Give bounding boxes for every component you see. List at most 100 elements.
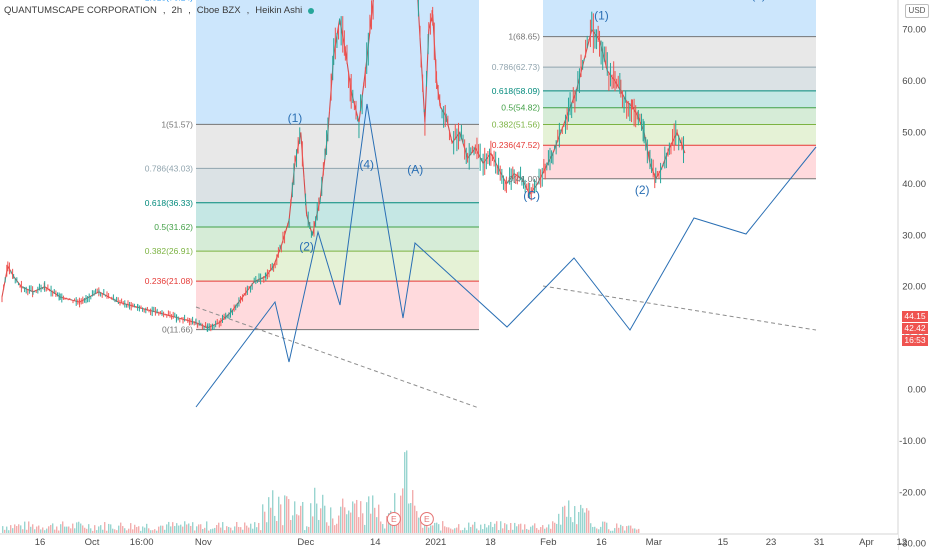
- volume-bar: [408, 503, 410, 533]
- volume-bar: [438, 524, 440, 533]
- volume-bar: [590, 523, 592, 533]
- volume-bar: [134, 524, 136, 533]
- chart-style[interactable]: Heikin Ashi: [255, 5, 303, 16]
- x-tick-label: 12: [896, 537, 907, 548]
- volume-bar: [362, 513, 364, 533]
- fib-right-band: [543, 107, 816, 125]
- fib-left-level-label: 0.618(36.33): [145, 198, 193, 208]
- volume-bar: [478, 530, 480, 533]
- volume-bar: [114, 529, 116, 533]
- fib-right-level-label: 0.236(47.52): [492, 140, 540, 150]
- volume-bar: [192, 522, 194, 533]
- volume-bar: [160, 525, 162, 533]
- fib-right-band: [543, 145, 816, 179]
- volume-bar: [624, 530, 626, 533]
- fib-right-level-label: 1(68.65): [508, 32, 540, 42]
- volume-bar: [180, 524, 182, 533]
- volume-bar: [360, 501, 362, 533]
- volume-bar: [232, 530, 234, 533]
- y-axis-panel: [898, 0, 932, 550]
- volume-bar: [290, 519, 292, 533]
- event-markers[interactable]: EEE: [386, 512, 932, 526]
- volume-bar: [528, 529, 530, 533]
- volume-bar: [400, 495, 402, 533]
- volume-bar: [64, 526, 66, 533]
- earnings-event-icon[interactable]: [386, 512, 401, 526]
- volume-bar: [356, 499, 358, 533]
- fib-left-level-label: 0.786(43.03): [145, 163, 193, 173]
- x-tick-label: 15: [718, 537, 729, 548]
- wave-label: (1): [288, 111, 303, 125]
- volume-bar: [344, 507, 346, 533]
- volume-bar: [22, 529, 24, 533]
- volume-bar: [240, 527, 242, 533]
- volume-bar: [194, 530, 196, 533]
- volume-bar: [204, 527, 206, 533]
- volume-bar: [576, 524, 578, 533]
- y-axis[interactable]: 160.00150.00140.00130.00120.00110.00100.…: [897, 0, 932, 550]
- fib-right-band: [543, 0, 816, 37]
- x-tick-label: Oct: [85, 537, 100, 548]
- volume-bar: [222, 522, 224, 533]
- volume-bar: [284, 495, 286, 533]
- volume-bar: [464, 527, 466, 533]
- volume-bar: [198, 524, 200, 533]
- volume-bar: [262, 504, 264, 533]
- volume-bar: [350, 512, 352, 533]
- volume-bar: [462, 530, 464, 533]
- volume-bar: [254, 522, 256, 533]
- volume-bar: [614, 528, 616, 533]
- volume-bar: [300, 505, 302, 533]
- volume-bar: [276, 520, 278, 533]
- y-tick-label: 0.00: [908, 385, 927, 396]
- volume-bar: [260, 530, 262, 533]
- volume-bar: [496, 521, 498, 533]
- volume-bar: [234, 526, 236, 533]
- volume-bar: [126, 530, 128, 533]
- volume-bar: [104, 522, 106, 533]
- volume-bar: [74, 528, 76, 533]
- volume-bar: [366, 502, 368, 533]
- volume-bar: [504, 523, 506, 533]
- volume-bar: [420, 521, 422, 533]
- x-tick-label: Nov: [195, 537, 212, 548]
- volume-bar: [560, 524, 562, 533]
- fib-right-band: [543, 67, 816, 91]
- volume-bar: [536, 528, 538, 533]
- volume-bar: [514, 522, 516, 533]
- interval[interactable]: 2h: [171, 5, 183, 16]
- volume-bar: [218, 522, 220, 533]
- volume-bar: [508, 530, 510, 533]
- volume-bar: [492, 527, 494, 533]
- volume-bar: [286, 496, 288, 533]
- volume-bar: [178, 525, 180, 533]
- volume-bar: [484, 523, 486, 533]
- x-tick-label: Feb: [540, 537, 556, 548]
- volume-bar: [608, 529, 610, 533]
- volume-bar: [358, 517, 360, 533]
- volume-bar: [54, 529, 56, 533]
- currency-unit-button[interactable]: USD: [905, 4, 929, 18]
- earnings-event-icon[interactable]: [419, 512, 434, 526]
- symbol-name[interactable]: QUANTUMSCAPE CORPORATION: [4, 5, 157, 16]
- volume-bar: [40, 529, 42, 533]
- volume-bar: [434, 522, 436, 533]
- volume-bar: [62, 521, 64, 533]
- volume-bar: [132, 529, 134, 533]
- x-axis[interactable]: 16 Oct 16:00 Nov Dec 14 2021 18 Feb 16 Mar 15 23 31 Ap…: [0, 533, 932, 550]
- earnings-event-label: E: [424, 514, 430, 524]
- volume-bar: [216, 525, 218, 533]
- volume-bar: [154, 529, 156, 533]
- volume-bar: [314, 487, 316, 533]
- price-tag-close: 42.42: [902, 323, 928, 334]
- fib-right-band: [543, 90, 816, 108]
- volume-bar: [10, 525, 12, 533]
- y-tick-label: -20.00: [899, 487, 926, 498]
- volume-bar: [458, 524, 460, 533]
- volume-bar: [594, 526, 596, 533]
- y-tick-label: 40.00: [902, 179, 926, 190]
- volume-bar: [402, 488, 404, 533]
- volume-bar: [446, 527, 448, 533]
- fib-right-level-label: 0.382(51.56): [492, 119, 540, 129]
